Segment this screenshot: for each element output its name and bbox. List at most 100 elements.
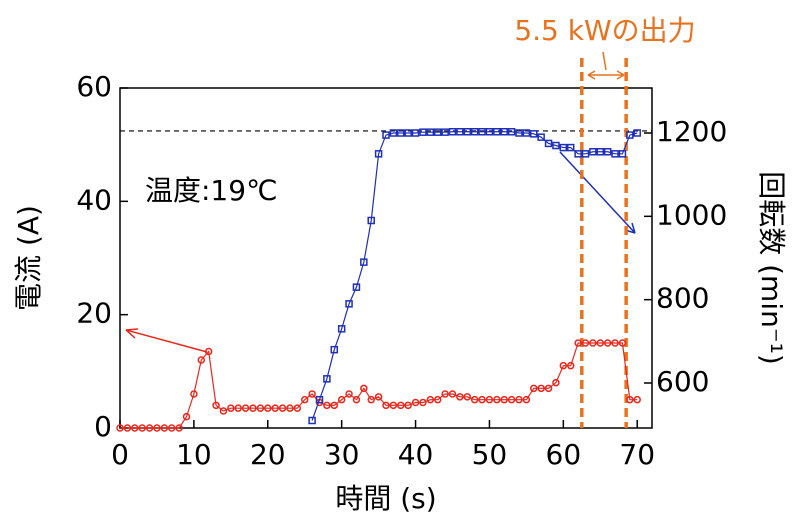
marker	[626, 131, 634, 139]
marker	[300, 395, 309, 404]
marker	[234, 404, 242, 412]
marker	[352, 395, 361, 404]
marker	[441, 390, 449, 398]
arrows	[125, 51, 636, 353]
marker	[493, 128, 501, 136]
marker	[581, 150, 590, 158]
marker	[456, 128, 464, 136]
marker	[411, 398, 420, 407]
marker	[271, 404, 279, 412]
marker	[441, 128, 449, 136]
series-line	[120, 342, 638, 429]
marker	[463, 128, 472, 136]
y2-tick-label: 800	[656, 282, 709, 315]
marker	[559, 361, 568, 370]
marker	[382, 401, 390, 410]
marker	[485, 395, 494, 404]
y2-tick-label: 1000	[656, 198, 727, 231]
marker	[603, 148, 612, 156]
marker	[433, 395, 442, 404]
marker	[367, 216, 375, 225]
marker	[566, 143, 575, 152]
marker	[559, 143, 568, 152]
marker	[500, 128, 508, 136]
marker	[330, 345, 339, 354]
marker	[145, 424, 154, 432]
marker	[589, 339, 597, 347]
marker	[360, 258, 368, 266]
marker	[426, 128, 435, 136]
marker	[167, 424, 176, 432]
x-tick-label: 0	[111, 438, 129, 471]
marker	[611, 150, 619, 158]
arrow	[587, 51, 625, 80]
marker	[153, 424, 161, 432]
y-tick-label: 20	[76, 297, 112, 330]
marker	[404, 401, 412, 410]
marker	[116, 424, 124, 432]
marker	[227, 404, 235, 412]
marker	[374, 393, 383, 401]
marker	[618, 339, 627, 347]
marker	[530, 384, 538, 393]
marker	[470, 395, 479, 404]
marker	[278, 404, 287, 412]
marker	[552, 378, 560, 387]
y2-tick-label: 1200	[656, 115, 727, 148]
marker	[544, 139, 553, 148]
marker	[419, 128, 427, 136]
marker	[389, 129, 398, 137]
marker	[596, 148, 605, 156]
marker	[626, 395, 634, 404]
x-tick-label: 50	[472, 438, 508, 471]
marker	[330, 401, 339, 410]
marker	[522, 129, 531, 137]
y-axis-label: 電流 (A)	[12, 205, 45, 311]
marker	[249, 404, 257, 412]
marker	[345, 300, 353, 308]
marker	[397, 129, 405, 137]
series	[116, 339, 641, 432]
arrow	[559, 151, 636, 234]
arrow	[125, 328, 208, 353]
marker	[478, 128, 486, 136]
marker	[212, 401, 220, 410]
marker	[507, 128, 516, 136]
marker	[574, 339, 582, 347]
marker	[175, 424, 183, 432]
marker	[367, 395, 375, 404]
marker	[544, 384, 553, 393]
marker	[138, 424, 146, 432]
marker	[552, 141, 560, 150]
marker	[352, 283, 361, 291]
marker	[360, 384, 368, 393]
marker	[515, 129, 523, 137]
series-line	[311, 131, 638, 421]
marker	[566, 361, 575, 370]
marker	[264, 404, 272, 412]
marker	[286, 404, 294, 412]
x-tick-label: 40	[398, 438, 434, 471]
marker	[389, 401, 398, 410]
x-tick-label: 20	[250, 438, 286, 471]
x-tick-label: 60	[546, 438, 582, 471]
marker	[456, 393, 464, 401]
marker	[397, 401, 405, 410]
marker	[618, 150, 627, 158]
x-axis-label: 時間 (s)	[335, 482, 436, 515]
marker	[308, 416, 316, 425]
marker	[204, 347, 213, 356]
marker	[493, 395, 501, 404]
marker	[382, 131, 390, 139]
y-tick-label: 40	[76, 183, 112, 216]
marker	[315, 395, 324, 404]
marker	[411, 129, 420, 137]
annotation: 5.5 kWの出力	[514, 14, 695, 47]
marker	[323, 375, 331, 383]
marker	[574, 150, 582, 158]
x-tick-label: 10	[176, 438, 212, 471]
marker	[596, 339, 605, 347]
marker	[603, 339, 612, 347]
marker	[433, 128, 442, 136]
y-tick-label: 60	[76, 70, 112, 103]
